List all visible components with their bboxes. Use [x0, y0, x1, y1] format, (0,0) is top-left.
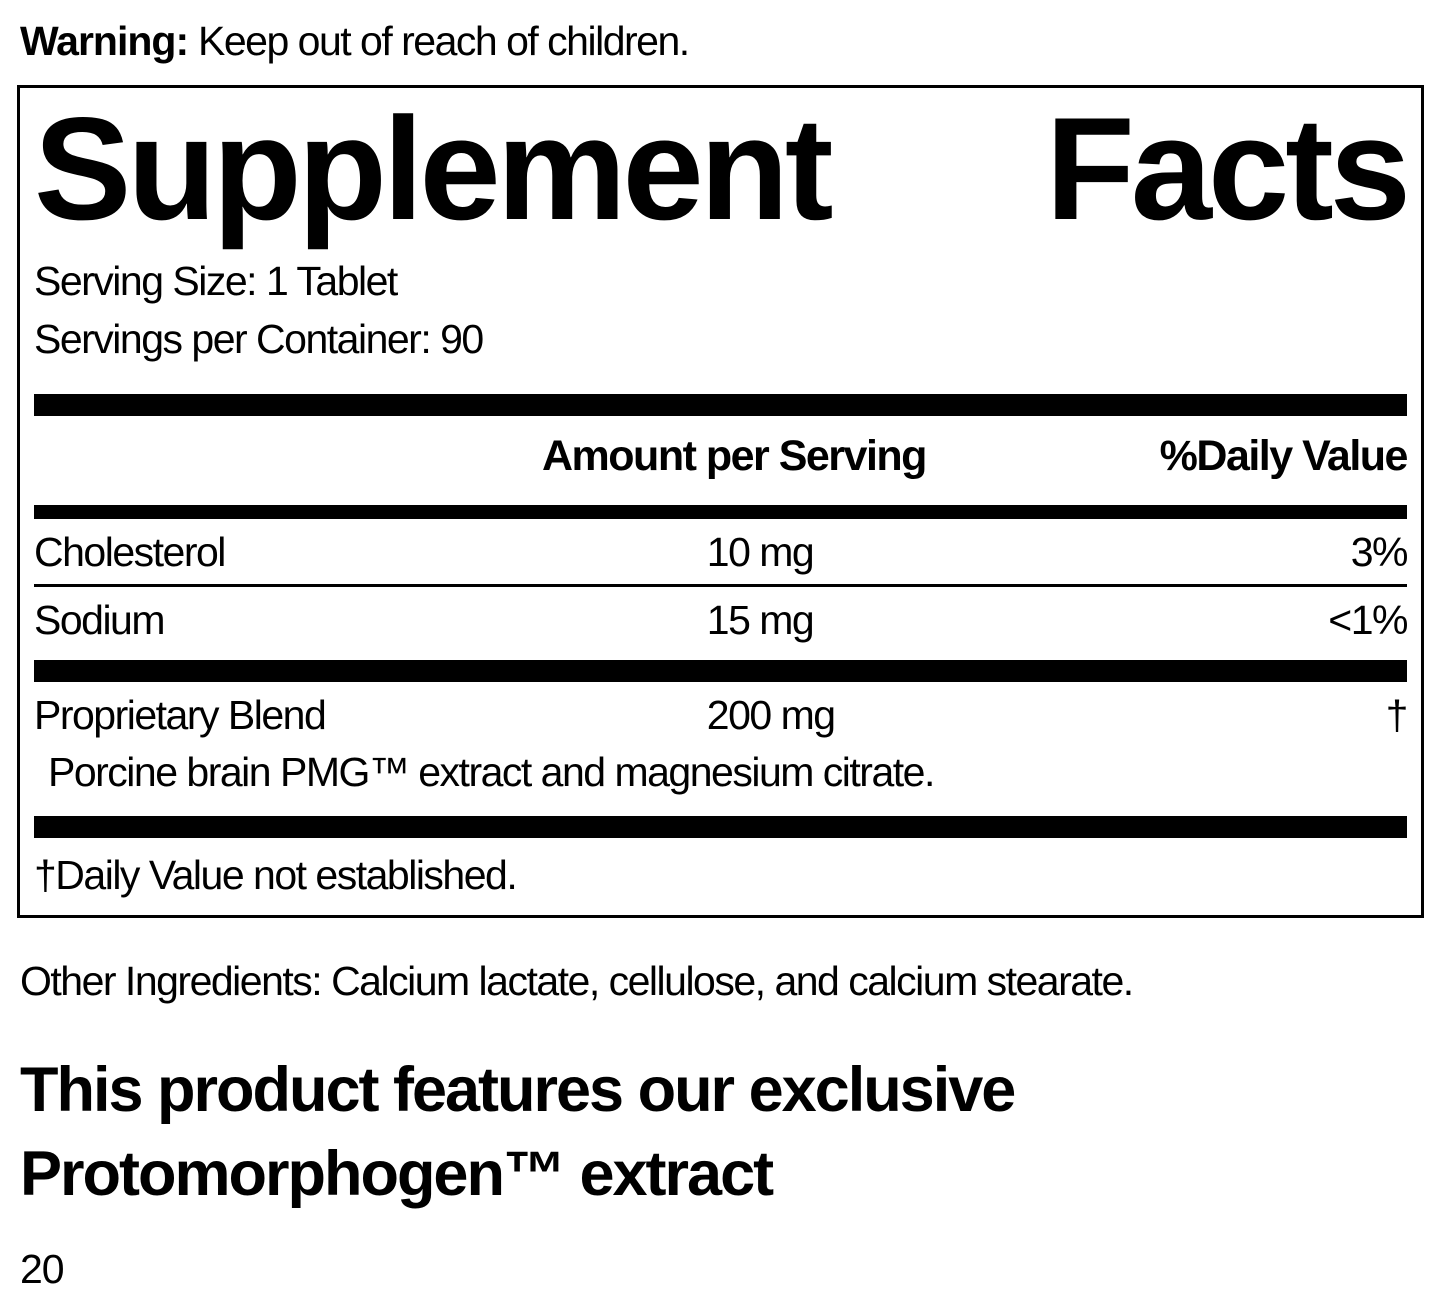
nutrient-amount: 200 mg: [706, 692, 836, 739]
panel-title: Supplement Facts: [34, 87, 1411, 250]
feature-heading: This product features our exclusive Prot…: [20, 1055, 1016, 1209]
panel-title-word-2: Facts: [1045, 87, 1411, 250]
column-header-row: Amount per Serving %Daily Value: [34, 416, 1409, 495]
nutrient-amount: 15 mg: [706, 597, 815, 644]
warning-label: Warning:: [20, 18, 189, 64]
supplement-facts-panel: Supplement Facts Serving Size: 1 Tablet …: [17, 85, 1424, 919]
page-number: 20: [20, 1245, 65, 1292]
nutrient-name: Cholesterol: [34, 529, 226, 576]
amount-per-serving-header: Amount per Serving: [542, 432, 927, 481]
nutrient-name: Proprietary Blend: [34, 692, 327, 739]
table-row: Sodium 15 mg <1%: [34, 587, 1408, 652]
nutrient-daily-value: 3%: [1350, 529, 1409, 576]
divider-bar-top: [34, 394, 1407, 417]
warning-line: Warning: Keep out of reach of children.: [20, 18, 1431, 65]
other-ingredients: Other Ingredients: Calcium lactate, cell…: [20, 958, 1134, 1005]
header-spacer: [34, 432, 542, 481]
divider-bar-bottom: [34, 816, 1407, 839]
daily-value-header: %Daily Value: [1159, 432, 1409, 481]
divider-bar-headers: [34, 505, 1407, 520]
divider-bar-middle: [34, 660, 1407, 683]
proprietary-blend-row: Proprietary Blend 200 mg †: [34, 682, 1409, 747]
daily-value-footnote: †Daily Value not established.: [34, 852, 518, 899]
warning-text: Keep out of reach of children.: [188, 18, 690, 64]
nutrient-daily-value: <1%: [1328, 597, 1408, 644]
panel-title-word-1: Supplement: [34, 87, 834, 250]
nutrient-name: Sodium: [34, 597, 166, 644]
blend-description: Porcine brain PMG™ extract and magnesium…: [48, 749, 935, 796]
nutrient-daily-value: †: [1385, 692, 1409, 739]
table-row: Cholesterol 10 mg 3%: [34, 519, 1409, 588]
serving-size: Serving Size: 1 Tablet: [34, 258, 398, 304]
nutrient-amount: 10 mg: [706, 529, 815, 576]
servings-per-container: Servings per Container: 90: [34, 316, 484, 363]
